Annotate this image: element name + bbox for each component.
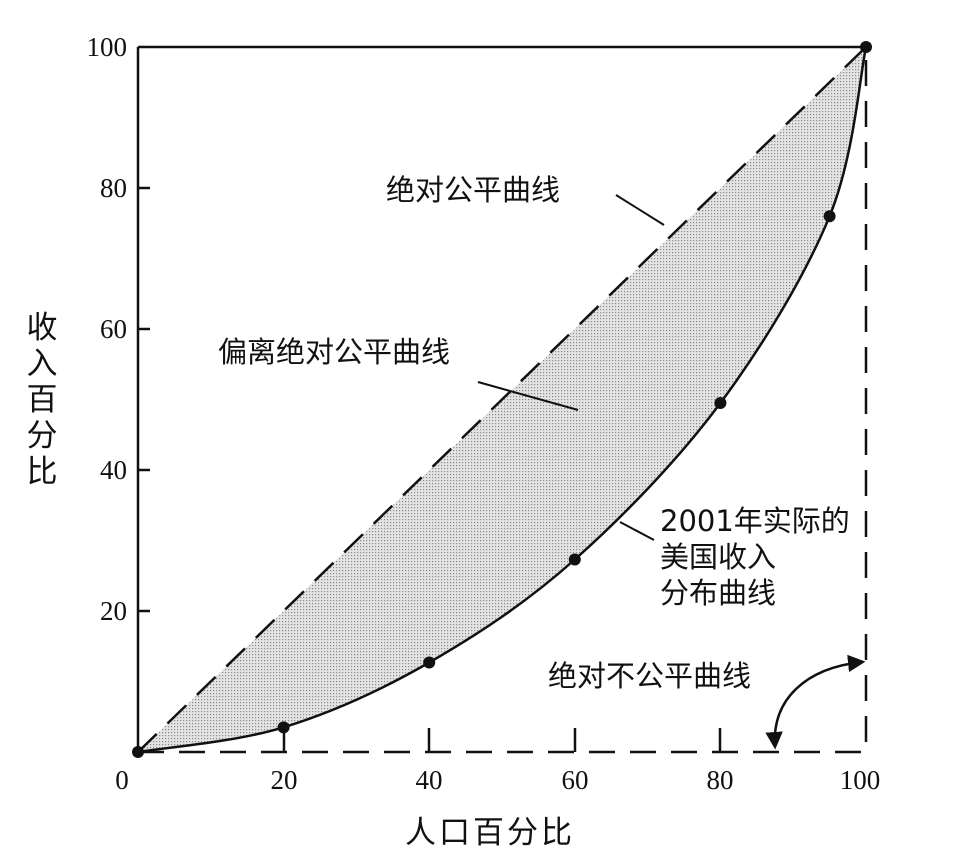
- actual-curve-leader: [619, 521, 655, 541]
- x-tick-label-0: 0: [115, 765, 129, 795]
- lorenz-point-20: [277, 721, 290, 734]
- actual-curve-label-line3: 分布曲线: [660, 576, 776, 610]
- lorenz-point-60: [568, 553, 581, 566]
- y-axis-title-char: 分: [27, 418, 58, 454]
- y-tick-label-40: 40: [100, 455, 127, 485]
- x-axis-title: 人口百分比: [405, 815, 575, 851]
- lorenz-data-points: [132, 41, 872, 758]
- x-tick-label-100: 100: [840, 765, 881, 795]
- y-tick-label-60: 60: [100, 314, 127, 344]
- x-tick-label-60: 60: [562, 765, 589, 795]
- y-tick-label-100: 100: [87, 32, 128, 62]
- y-axis-title-char: 比: [27, 454, 58, 490]
- equality-line-label: 绝对公平曲线: [386, 173, 560, 207]
- deviation-label-leader: [477, 381, 579, 411]
- inequality-double-arrow: [765, 654, 866, 750]
- y-axis-title-char: 百: [27, 382, 58, 418]
- y-tick-label-80: 80: [100, 173, 127, 203]
- lorenz-point-0: [132, 746, 144, 758]
- lorenz-point-95: [823, 210, 836, 223]
- y-axis-title: 收 入 百 分 比: [27, 310, 58, 490]
- lorenz-point-100: [860, 41, 872, 53]
- deviation-label: 偏离绝对公平曲线: [218, 335, 450, 369]
- lorenz-point-80: [714, 397, 727, 410]
- y-tick-label-20: 20: [100, 596, 127, 626]
- lorenz-point-40: [423, 656, 436, 669]
- y-axis-title-char: 入: [27, 346, 58, 382]
- x-tick-label-40: 40: [416, 765, 443, 795]
- actual-curve-label-line1: 2001年实际的: [660, 504, 850, 538]
- x-tick-marks: [282, 728, 722, 752]
- inequality-line-label: 绝对不公平曲线: [548, 659, 751, 693]
- equality-label-leader: [615, 194, 665, 226]
- inequality-line: [138, 47, 868, 754]
- actual-curve-label-line2: 美国收入: [660, 540, 776, 574]
- x-tick-label-80: 80: [707, 765, 734, 795]
- y-tick-marks: [138, 186, 150, 613]
- y-axis-title-char: 收: [27, 310, 58, 346]
- x-tick-label-20: 20: [271, 765, 298, 795]
- equality-line: [137, 46, 867, 753]
